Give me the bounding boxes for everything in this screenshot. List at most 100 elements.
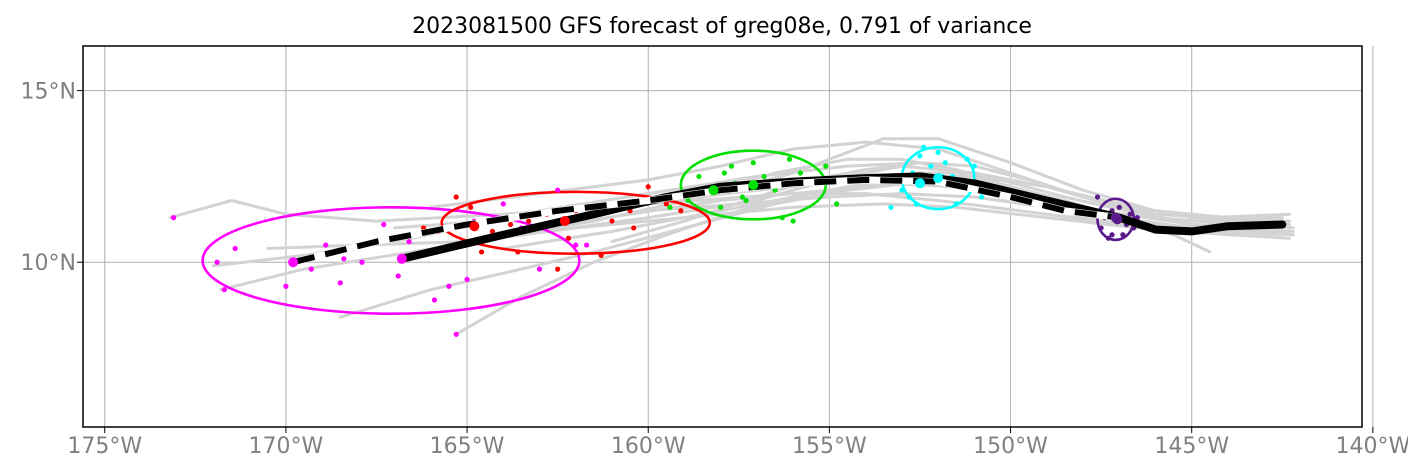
- cluster-point: [308, 266, 314, 272]
- main-tracks: [288, 172, 1287, 268]
- cluster-point: [453, 331, 459, 337]
- cluster-mean-marker: [1112, 214, 1123, 225]
- cluster-point: [283, 283, 289, 289]
- cluster-point: [978, 194, 985, 200]
- cluster-point: [935, 149, 941, 156]
- cluster-mean-marker: [559, 216, 570, 227]
- x-tick-label: 165°W: [430, 434, 505, 459]
- cluster-point: [750, 160, 756, 166]
- cluster-point: [928, 163, 934, 169]
- cluster-point: [631, 225, 637, 231]
- cluster-point: [232, 245, 238, 252]
- cluster-point: [359, 259, 365, 265]
- cluster-point: [489, 228, 496, 234]
- cluster-point: [221, 287, 227, 293]
- cluster-point: [507, 221, 514, 228]
- x-tick-label: 175°W: [67, 434, 142, 459]
- cluster-point: [906, 194, 912, 200]
- cluster-point: [790, 218, 796, 224]
- y-tick-label: 15°N: [21, 80, 76, 105]
- cluster-point: [1094, 194, 1101, 200]
- cluster-point: [431, 297, 438, 303]
- cluster-point: [584, 242, 590, 248]
- cluster-point: [721, 170, 727, 176]
- cluster-point: [446, 283, 452, 289]
- cluster-point: [678, 208, 684, 214]
- y-tick-label: 10°N: [21, 251, 76, 276]
- chart-title: 2023081500 GFS forecast of greg08e, 0.79…: [412, 14, 1032, 39]
- cluster-point: [468, 204, 474, 210]
- cluster-point: [170, 215, 177, 221]
- cluster-point: [555, 187, 561, 193]
- cluster-point: [1105, 235, 1111, 241]
- cluster-point: [917, 153, 923, 159]
- cluster-point: [500, 201, 506, 207]
- cluster-point: [779, 215, 785, 221]
- cluster-center-marker: [288, 257, 299, 268]
- axis-ticks: 175°W 170°W 165°W 160°W 155°W 150°W 145°W 140°W…: [21, 80, 1408, 459]
- cluster-point: [953, 201, 959, 207]
- cluster-point: [685, 197, 691, 204]
- cluster-point: [645, 184, 651, 190]
- cluster-point: [565, 235, 572, 241]
- cluster-point: [761, 173, 767, 180]
- cluster-point: [772, 187, 778, 193]
- cluster-mean-marker: [396, 253, 407, 264]
- gridlines: [83, 46, 1374, 427]
- cluster-point: [964, 156, 970, 162]
- cluster-point: [899, 187, 905, 193]
- cluster-point: [1098, 225, 1104, 231]
- cluster-point: [1116, 204, 1122, 210]
- cluster-point: [555, 266, 561, 272]
- cluster-point: [337, 280, 343, 286]
- x-tick-label: 145°W: [1154, 434, 1229, 459]
- mean-track-solid: [397, 172, 1287, 263]
- cluster-center-marker: [708, 185, 719, 196]
- cluster-ellipse: [201, 206, 581, 316]
- cluster-point: [696, 173, 702, 180]
- cluster-point: [1134, 215, 1140, 221]
- cluster-ellipse: [440, 190, 712, 255]
- cluster-point: [739, 194, 746, 200]
- cluster-point: [797, 170, 803, 176]
- cluster-ellipses: [201, 145, 1136, 316]
- cluster-point: [888, 204, 894, 210]
- cluster-point: [395, 273, 401, 279]
- ensemble-track: [646, 192, 1284, 230]
- x-tick-label: 160°W: [611, 434, 686, 459]
- cluster-point: [536, 266, 543, 272]
- cluster-point: [609, 218, 615, 224]
- cluster-point: [323, 242, 329, 248]
- x-tick-label: 170°W: [249, 434, 324, 459]
- cluster-point: [464, 276, 470, 283]
- cluster-point: [913, 201, 919, 207]
- cluster-point: [718, 204, 724, 210]
- cluster-point: [728, 163, 735, 169]
- cluster-mean-marker: [748, 180, 759, 191]
- cluster-point: [942, 160, 948, 166]
- cluster-point: [1109, 232, 1115, 238]
- cluster-point: [1120, 232, 1126, 238]
- cluster-point: [971, 163, 977, 169]
- cluster-center-marker: [914, 178, 925, 189]
- cluster-point: [573, 242, 579, 248]
- cluster-mean-marker: [933, 173, 944, 184]
- plot-area: [168, 137, 1295, 337]
- cluster-point: [743, 197, 749, 204]
- cluster-point: [786, 156, 793, 162]
- cluster-point: [834, 201, 840, 207]
- cluster-point: [453, 194, 459, 200]
- x-tick-label: 150°W: [973, 434, 1048, 459]
- ensemble-track: [219, 164, 1284, 292]
- x-tick-label: 155°W: [792, 434, 867, 459]
- cluster-point: [381, 221, 387, 228]
- cluster-point: [920, 144, 927, 150]
- plot-frame: [82, 45, 1363, 428]
- cluster-point: [667, 204, 673, 210]
- cluster-point: [1127, 211, 1133, 217]
- cluster-point: [598, 252, 604, 258]
- cluster-point: [406, 239, 412, 245]
- cluster-point: [663, 201, 669, 207]
